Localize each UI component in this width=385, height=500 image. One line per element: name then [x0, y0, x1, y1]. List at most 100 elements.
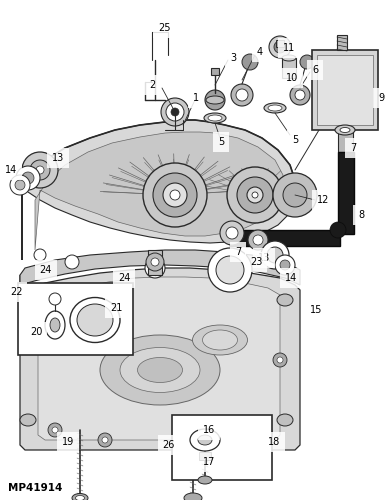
Circle shape [248, 230, 268, 250]
Ellipse shape [100, 335, 220, 405]
Circle shape [22, 172, 34, 184]
Circle shape [269, 36, 291, 58]
Circle shape [253, 235, 263, 245]
Text: 22: 22 [10, 287, 22, 297]
Ellipse shape [264, 103, 286, 113]
Text: 19: 19 [62, 437, 74, 447]
Circle shape [151, 258, 159, 266]
Circle shape [236, 89, 248, 101]
Bar [172, 415, 272, 480]
Circle shape [163, 183, 187, 207]
Text: 20: 20 [30, 327, 42, 337]
Ellipse shape [70, 298, 120, 343]
Ellipse shape [204, 113, 226, 123]
Text: 25: 25 [158, 23, 171, 33]
Circle shape [247, 187, 263, 203]
Text: 14: 14 [5, 165, 17, 175]
Ellipse shape [20, 414, 36, 426]
Circle shape [150, 263, 160, 273]
Polygon shape [20, 268, 300, 450]
Text: 2: 2 [149, 80, 155, 90]
Circle shape [146, 253, 164, 271]
Circle shape [102, 437, 108, 443]
Bar [276, 40, 284, 47]
Text: 13: 13 [52, 153, 64, 163]
Bar [312, 50, 378, 130]
Circle shape [171, 108, 179, 116]
Circle shape [273, 353, 287, 367]
Ellipse shape [72, 494, 88, 500]
Circle shape [231, 84, 253, 106]
Circle shape [261, 241, 289, 269]
Circle shape [226, 227, 238, 239]
Bar [230, 230, 340, 246]
Ellipse shape [184, 493, 202, 500]
Circle shape [283, 183, 307, 207]
Text: MP41914: MP41914 [8, 483, 62, 493]
Polygon shape [20, 250, 300, 285]
Text: 6: 6 [312, 65, 318, 75]
Polygon shape [22, 120, 295, 260]
Text: 16: 16 [203, 425, 215, 435]
Text: 17: 17 [203, 457, 215, 467]
Circle shape [153, 173, 197, 217]
Bar [337, 35, 347, 50]
Text: 24: 24 [40, 265, 52, 275]
Circle shape [52, 427, 58, 433]
Ellipse shape [208, 115, 222, 121]
Ellipse shape [75, 496, 84, 500]
Text: 13: 13 [258, 253, 270, 263]
Text: 5: 5 [218, 137, 224, 147]
Circle shape [277, 357, 283, 363]
Bar [211, 68, 219, 75]
Bar [18, 283, 133, 355]
Text: 7: 7 [350, 143, 356, 153]
Circle shape [15, 180, 25, 190]
Ellipse shape [206, 96, 224, 104]
Polygon shape [38, 277, 280, 440]
Bar [282, 58, 296, 78]
Ellipse shape [77, 304, 113, 336]
Circle shape [34, 249, 46, 261]
Bar [148, 250, 162, 275]
Ellipse shape [192, 325, 248, 355]
Circle shape [280, 260, 290, 270]
Circle shape [262, 429, 268, 435]
Ellipse shape [335, 125, 355, 135]
Text: 14: 14 [285, 273, 297, 283]
Circle shape [205, 90, 225, 110]
Ellipse shape [203, 330, 238, 350]
Circle shape [300, 55, 314, 69]
Circle shape [252, 192, 258, 198]
Circle shape [220, 221, 244, 245]
Ellipse shape [340, 128, 350, 132]
Text: 15: 15 [310, 305, 322, 315]
Circle shape [166, 103, 184, 121]
Ellipse shape [198, 476, 212, 484]
Ellipse shape [50, 318, 60, 332]
Bar [199, 452, 211, 460]
Ellipse shape [45, 311, 65, 339]
Ellipse shape [268, 105, 282, 111]
Circle shape [208, 248, 252, 292]
Circle shape [216, 256, 244, 284]
Circle shape [16, 166, 40, 190]
Text: 26: 26 [162, 440, 175, 450]
Polygon shape [35, 132, 283, 250]
Bar [338, 152, 354, 234]
Circle shape [267, 247, 283, 263]
Ellipse shape [198, 435, 212, 445]
Text: 3: 3 [230, 53, 236, 63]
Ellipse shape [277, 294, 293, 306]
Ellipse shape [19, 294, 35, 306]
Circle shape [208, 433, 222, 447]
Circle shape [36, 166, 44, 174]
Text: 18: 18 [268, 437, 280, 447]
Ellipse shape [137, 358, 182, 382]
Circle shape [237, 177, 273, 213]
Circle shape [145, 258, 165, 278]
Circle shape [48, 423, 62, 437]
Circle shape [161, 98, 189, 126]
Circle shape [22, 152, 58, 188]
Circle shape [330, 222, 346, 238]
